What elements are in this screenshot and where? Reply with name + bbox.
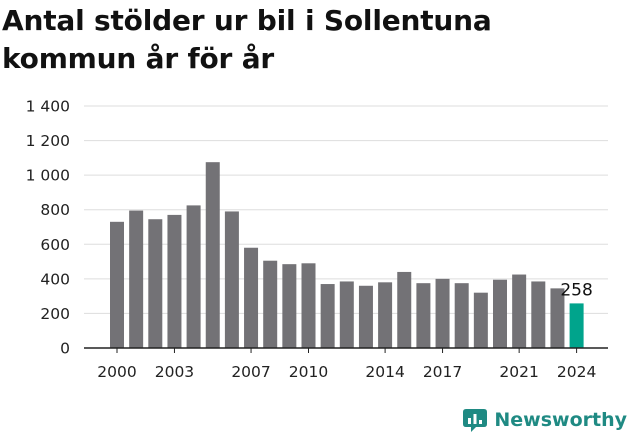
x-tick-label: 2024: [557, 363, 596, 381]
bar-2023: [550, 288, 565, 348]
bar-2024: [569, 303, 584, 348]
bar-2007: [244, 247, 259, 348]
x-tick-label: 2007: [231, 363, 270, 381]
bar-2001: [129, 210, 144, 348]
brand-name: Newsworthy: [494, 409, 627, 431]
y-tick-label: 200: [40, 305, 70, 323]
bar-2021: [512, 274, 527, 348]
y-tick-label: 600: [40, 236, 70, 254]
x-tick-label: 2003: [155, 363, 194, 381]
bar-2022: [531, 281, 546, 348]
bar-2012: [339, 281, 354, 348]
bars: [110, 162, 584, 348]
chart-title: Antal stölder ur bil i Sollentuna kommun…: [2, 4, 492, 75]
x-tick-label: 2017: [423, 363, 462, 381]
bar-2018: [454, 283, 469, 348]
bar-2004: [186, 205, 201, 348]
x-tick-label: 2000: [97, 363, 136, 381]
data-labels: 258: [560, 280, 592, 300]
bar-2002: [148, 219, 163, 348]
y-tick-label: 400: [40, 270, 70, 288]
bar-2000: [110, 221, 124, 348]
data-label: 258: [560, 280, 592, 300]
bar-2006: [224, 211, 239, 348]
newsworthy-logo-icon: [463, 409, 488, 432]
bar-2016: [416, 283, 431, 348]
bar-2017: [435, 278, 450, 348]
y-tick-label: 1 000: [26, 167, 70, 185]
y-tick-label: 1 400: [26, 98, 70, 116]
x-axis-tick-labels: 2000 2003 2007 2010 2014 2017 2021 2024: [97, 348, 596, 381]
y-tick-label: 1 200: [26, 132, 70, 150]
bar-2003: [167, 214, 182, 348]
bar-2019: [473, 292, 488, 348]
x-tick-label: 2021: [499, 363, 538, 381]
y-axis-tick-labels: 0 200 400 600 800 1 000 1 200 1 400: [26, 98, 70, 358]
bar-2011: [320, 284, 335, 348]
bar-2010: [301, 263, 316, 348]
bar-2013: [358, 285, 373, 348]
x-tick-label: 2010: [289, 363, 328, 381]
y-tick-label: 800: [40, 201, 70, 219]
bar-2020: [493, 279, 507, 348]
y-tick-label: 0: [60, 340, 70, 358]
bar-2015: [397, 271, 412, 348]
newsworthy-logo[interactable]: Newsworthy: [462, 407, 627, 433]
bar-2005: [205, 162, 220, 348]
x-tick-label: 2014: [365, 363, 404, 381]
bar-2014: [378, 282, 393, 348]
bar-2008: [263, 260, 278, 348]
bar-2009: [282, 264, 297, 348]
